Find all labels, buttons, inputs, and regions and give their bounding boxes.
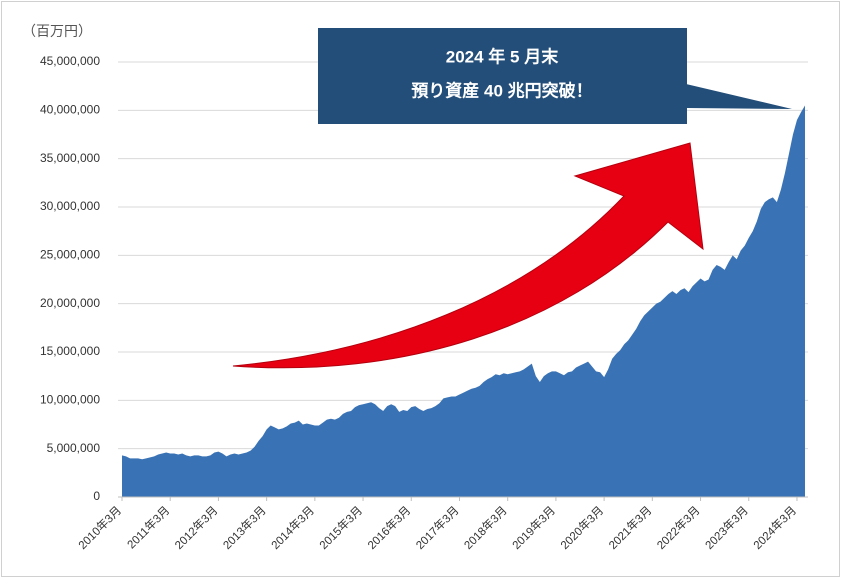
annotation-line: 2024 年 5 月末	[446, 46, 559, 66]
y-tick-label: 40,000,000	[40, 103, 100, 117]
y-tick-label: 5,000,000	[47, 441, 101, 455]
y-tick-label: 25,000,000	[40, 248, 100, 262]
y-tick-label: 0	[93, 489, 100, 503]
y-tick-label: 15,000,000	[40, 344, 100, 358]
y-tick-label: 45,000,000	[40, 54, 100, 68]
callout-pointer	[686, 84, 792, 109]
annotation-line: 預り資産 40 兆円突破！	[411, 80, 592, 100]
area	[122, 105, 805, 497]
y-tick-label: 10,000,000	[40, 393, 100, 407]
y-tick-label: 20,000,000	[40, 296, 100, 310]
y-axis-unit: （百万円）	[22, 23, 92, 39]
annotation-box	[318, 28, 687, 124]
growth-arrow	[232, 142, 704, 369]
y-tick-label: 35,000,000	[40, 151, 100, 165]
y-tick-label: 30,000,000	[40, 199, 100, 213]
